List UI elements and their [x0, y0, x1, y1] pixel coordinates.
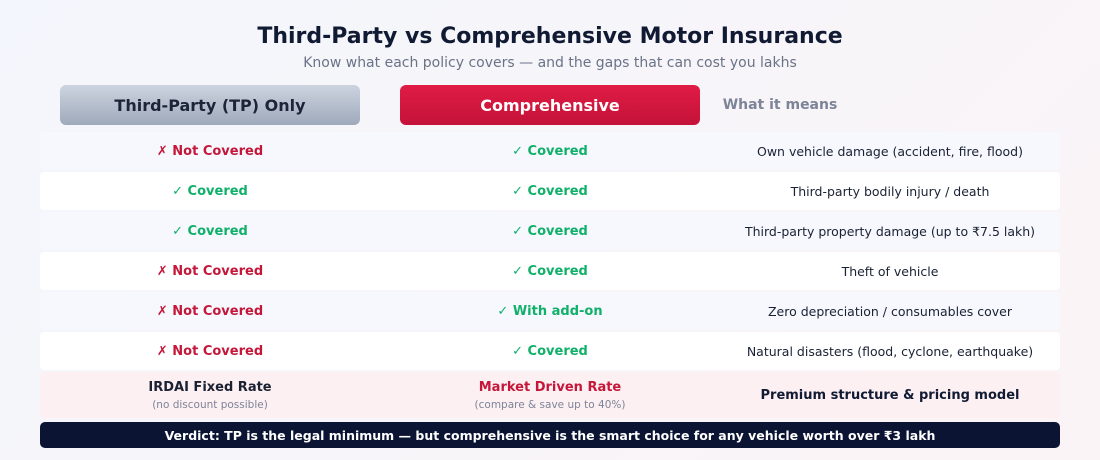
column-header-comprehensive: Comprehensive [400, 85, 700, 125]
table-row: ✗ Not Covered ✓ Covered Own vehicle dama… [40, 132, 1060, 170]
comprehensive-coverage-cell: ✓ With add-on [497, 303, 603, 319]
column-header-meaning: What it means [722, 97, 838, 113]
premium-meaning-cell: Premium structure & pricing model [760, 387, 1020, 403]
comprehensive-coverage-cell: ✓ Covered [512, 263, 588, 279]
table-row: ✗ Not Covered ✓ Covered Natural disaster… [40, 332, 1060, 370]
coverage-meaning-cell: Theft of vehicle [841, 263, 939, 279]
comprehensive-premium-label: Market Driven Rate [478, 379, 622, 395]
coverage-meaning-cell: Natural disasters (flood, cyclone, earth… [746, 343, 1034, 359]
coverage-meaning-cell: Third-party bodily injury / death [790, 183, 990, 199]
comparison-table: ✗ Not Covered ✓ Covered Own vehicle dama… [40, 132, 1060, 372]
comprehensive-coverage-cell: ✓ Covered [512, 223, 588, 239]
premium-row: IRDAI Fixed Rate (no discount possible) … [40, 372, 1060, 418]
comprehensive-coverage-cell: ✓ Covered [512, 343, 588, 359]
coverage-meaning-cell: Own vehicle damage (accident, fire, floo… [757, 143, 1023, 159]
comprehensive-coverage-cell: ✓ Covered [512, 183, 588, 199]
tp-coverage-cell: ✗ Not Covered [156, 343, 264, 359]
comprehensive-premium-cell: Market Driven Rate (compare & save up to… [380, 380, 720, 411]
table-row: ✗ Not Covered ✓ With add-on Zero depreci… [40, 292, 1060, 330]
tp-premium-cell: IRDAI Fixed Rate (no discount possible) [40, 380, 380, 411]
page-title: Third-Party vs Comprehensive Motor Insur… [257, 24, 843, 49]
tp-coverage-cell: ✗ Not Covered [156, 263, 264, 279]
column-header-third-party: Third-Party (TP) Only [60, 85, 360, 125]
table-row: ✓ Covered ✓ Covered Third-party bodily i… [40, 172, 1060, 210]
verdict-banner: Verdict: TP is the legal minimum — but c… [40, 422, 1060, 448]
page-subtitle: Know what each policy covers — and the g… [303, 55, 797, 71]
table-row: ✗ Not Covered ✓ Covered Theft of vehicle [40, 252, 1060, 290]
comprehensive-premium-note: (compare & save up to 40%) [474, 398, 626, 411]
tp-premium-label: IRDAI Fixed Rate [148, 379, 272, 395]
tp-coverage-cell: ✗ Not Covered [156, 143, 264, 159]
comprehensive-coverage-cell: ✓ Covered [512, 143, 588, 159]
coverage-meaning-cell: Zero depreciation / consumables cover [767, 303, 1012, 319]
table-row: ✓ Covered ✓ Covered Third-party property… [40, 212, 1060, 250]
tp-coverage-cell: ✗ Not Covered [156, 303, 264, 319]
tp-premium-note: (no discount possible) [152, 398, 268, 411]
tp-coverage-cell: ✓ Covered [172, 183, 248, 199]
coverage-meaning-cell: Third-party property damage (up to ₹7.5 … [744, 223, 1036, 239]
tp-coverage-cell: ✓ Covered [172, 223, 248, 239]
